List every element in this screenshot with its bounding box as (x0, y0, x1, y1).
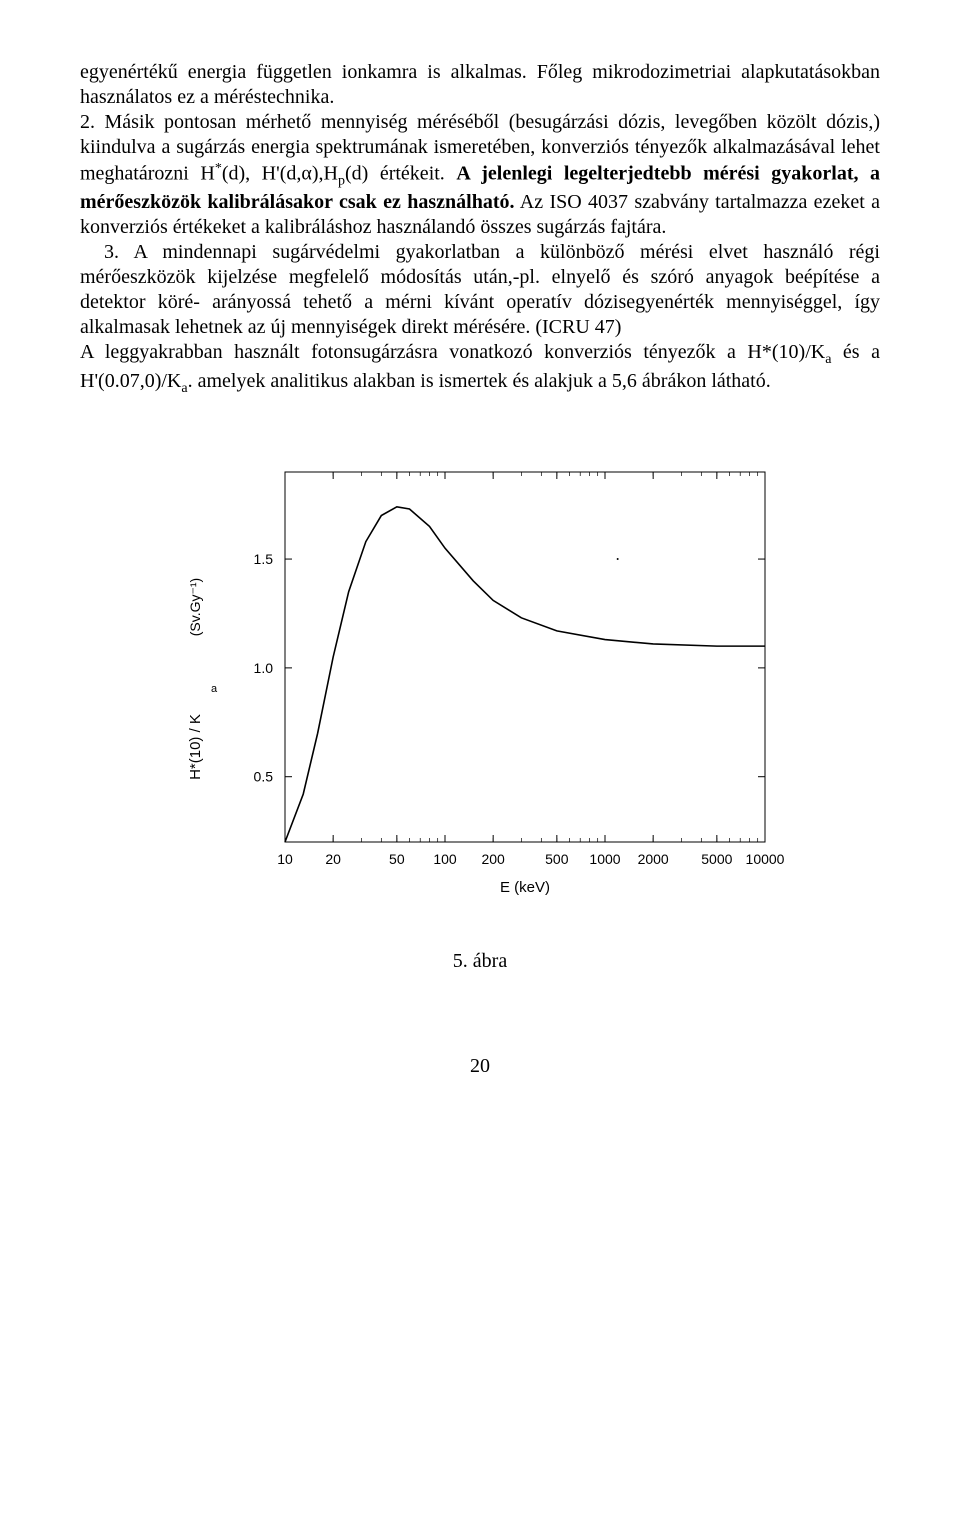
svg-text:0.5: 0.5 (254, 769, 274, 785)
p1-text: egyenértékű energia független ionkamra i… (80, 61, 880, 108)
conversion-factor-chart: 0.5 1.0 1.5 10 20 50 100 200 500 1000 2000 5000 1000… (170, 447, 790, 917)
chart-container: 0.5 1.0 1.5 10 20 50 100 200 500 1000 2000 5000 1000… (170, 447, 790, 924)
svg-text:1.5: 1.5 (254, 551, 274, 567)
paragraph-3: 3. A mindennapi sugárvédelmi gyakorlatba… (80, 240, 880, 340)
paragraph-4: A leggyakrabban használt fotonsugárzásra… (80, 340, 880, 397)
p3-text: 3. A mindennapi sugárvédelmi gyakorlatba… (80, 241, 880, 338)
p4a: A leggyakrabban használt fotonsugárzásra… (80, 341, 825, 363)
svg-text:E (keV): E (keV) (500, 879, 550, 896)
svg-text:1000: 1000 (589, 851, 620, 867)
figure-caption: 5. ábra (80, 949, 880, 974)
svg-text:10: 10 (277, 851, 293, 867)
p2c: (d) értékeit. (345, 163, 456, 185)
paragraph-2: 2. Másik pontosan mérhető mennyiség méré… (80, 110, 880, 240)
svg-text:20: 20 (325, 851, 341, 867)
svg-text:100: 100 (433, 851, 457, 867)
page-number: 20 (80, 1054, 880, 1079)
svg-text:500: 500 (545, 851, 569, 867)
p2-sup: * (215, 161, 222, 176)
svg-text:10000: 10000 (746, 851, 785, 867)
svg-text:(Sv.Gy⁻¹): (Sv.Gy⁻¹) (187, 578, 203, 636)
svg-text:200: 200 (481, 851, 505, 867)
svg-text:a: a (211, 683, 218, 695)
p4c: . amelyek analitikus alakban is ismertek… (188, 370, 771, 392)
p2b: (d), H'(d,α),H (222, 163, 338, 185)
svg-text:50: 50 (389, 851, 405, 867)
paragraph-1: egyenértékű energia független ionkamra i… (80, 60, 880, 110)
svg-text:2000: 2000 (638, 851, 669, 867)
p2-sub: p (338, 174, 345, 189)
svg-text:H*(10) / K: H*(10) / K (187, 714, 204, 780)
svg-text:5000: 5000 (701, 851, 732, 867)
svg-text:1.0: 1.0 (254, 660, 274, 676)
